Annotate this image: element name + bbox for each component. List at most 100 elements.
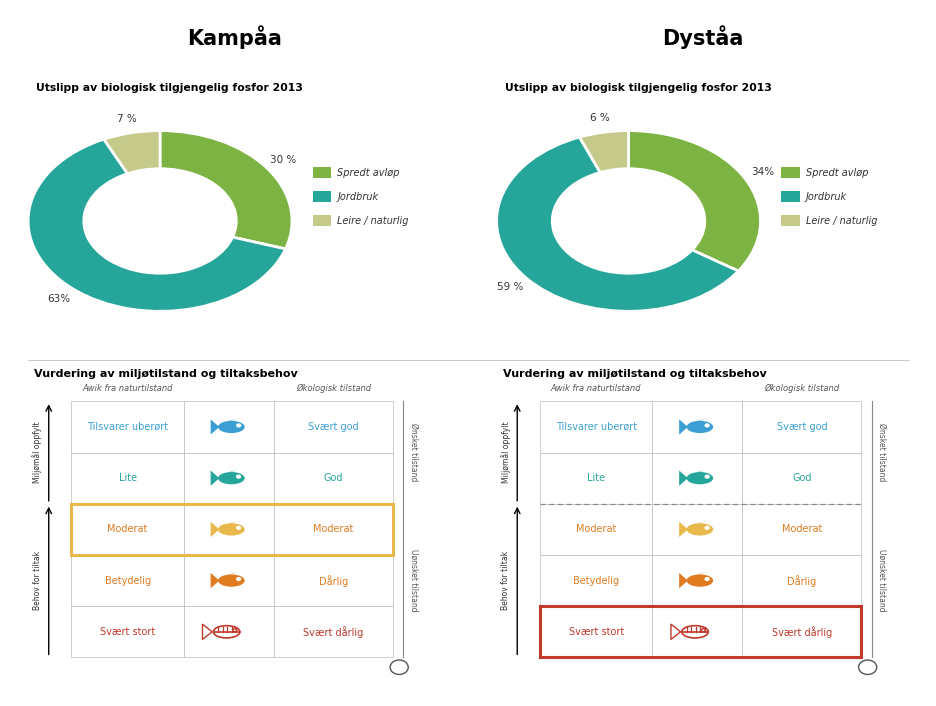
Wedge shape (496, 137, 738, 311)
Circle shape (236, 424, 241, 428)
Bar (741, 606, 860, 657)
Text: Leire / naturlig: Leire / naturlig (337, 216, 408, 226)
Text: Svært god: Svært god (308, 422, 358, 432)
Circle shape (236, 577, 241, 581)
Bar (741, 401, 860, 453)
Text: Dårlig: Dårlig (786, 575, 816, 587)
Circle shape (704, 474, 709, 479)
Wedge shape (160, 131, 292, 249)
Bar (71, 555, 183, 606)
Text: 63%: 63% (48, 294, 70, 304)
Text: Dårlig: Dårlig (318, 575, 348, 587)
Bar (71, 504, 392, 555)
Text: God: God (792, 473, 811, 483)
Text: Awik fra naturtilstand: Awik fra naturtilstand (82, 384, 173, 393)
Text: Tilsvarer uberørt: Tilsvarer uberørt (87, 422, 168, 432)
Text: 59 %: 59 % (496, 282, 523, 292)
Text: Spredt avløp: Spredt avløp (805, 168, 868, 178)
Text: Kampåa: Kampåa (186, 25, 282, 49)
Bar (781, 191, 798, 202)
Bar (539, 504, 651, 555)
Circle shape (857, 660, 876, 674)
Text: Awik fra naturtilstand: Awik fra naturtilstand (550, 384, 641, 393)
Text: God: God (324, 473, 343, 483)
Bar (71, 453, 183, 504)
Bar (183, 606, 273, 657)
Circle shape (236, 474, 241, 479)
Wedge shape (104, 131, 160, 174)
Text: Lite: Lite (587, 473, 605, 483)
Text: Jordbruk: Jordbruk (337, 192, 378, 202)
Bar (273, 606, 392, 657)
Bar (651, 453, 741, 504)
Text: Ønsket tilstand: Ønsket tilstand (877, 424, 885, 481)
Bar (651, 504, 741, 555)
Polygon shape (228, 521, 238, 523)
Bar (273, 453, 392, 504)
Wedge shape (578, 131, 628, 172)
Text: Svært stort: Svært stort (568, 627, 623, 637)
Bar (183, 401, 273, 453)
Text: Dyståa: Dyståa (662, 25, 742, 49)
Bar (651, 555, 741, 606)
Bar (183, 453, 273, 504)
Bar (539, 453, 651, 504)
Text: Jordbruk: Jordbruk (805, 192, 846, 202)
Ellipse shape (686, 472, 712, 484)
Text: Behov for tiltak: Behov for tiltak (501, 551, 509, 610)
Text: 7 %: 7 % (117, 114, 137, 124)
Bar (651, 401, 741, 453)
Bar (781, 167, 798, 178)
Ellipse shape (218, 421, 244, 433)
Text: Uønsket tilstand: Uønsket tilstand (409, 549, 417, 612)
Polygon shape (679, 573, 687, 588)
Bar (741, 453, 860, 504)
Bar (183, 504, 273, 555)
Text: Spredt avløp: Spredt avløp (337, 168, 400, 178)
Bar (313, 167, 330, 178)
Wedge shape (28, 139, 285, 311)
Polygon shape (696, 419, 706, 421)
Ellipse shape (686, 523, 712, 536)
Bar (71, 606, 183, 657)
Bar (539, 555, 651, 606)
Wedge shape (628, 131, 760, 271)
Ellipse shape (218, 575, 244, 587)
Text: Svært stort: Svært stort (100, 627, 155, 637)
Polygon shape (696, 521, 706, 523)
Circle shape (704, 577, 709, 581)
Text: 6 %: 6 % (589, 114, 609, 124)
Bar (741, 504, 860, 555)
Circle shape (236, 526, 241, 530)
Bar (781, 215, 798, 226)
Polygon shape (228, 469, 238, 472)
Text: Uønsket tilstand: Uønsket tilstand (877, 549, 885, 612)
Polygon shape (679, 419, 687, 435)
Bar (539, 606, 860, 657)
Text: Vurdering av miljøtilstand og tiltaksbehov: Vurdering av miljøtilstand og tiltaksbeh… (503, 369, 766, 380)
Circle shape (389, 660, 408, 674)
Bar (71, 401, 183, 453)
Bar (71, 504, 183, 555)
Text: Svært dårlig: Svært dårlig (771, 626, 831, 638)
Polygon shape (228, 572, 238, 575)
Text: Svært dårlig: Svært dårlig (303, 626, 363, 638)
Text: Tilsvarer uberørt: Tilsvarer uberørt (555, 422, 636, 432)
Ellipse shape (218, 472, 244, 484)
Polygon shape (696, 572, 706, 575)
Text: Vurdering av miljøtilstand og tiltaksbehov: Vurdering av miljøtilstand og tiltaksbeh… (35, 369, 298, 380)
Bar (741, 555, 860, 606)
Polygon shape (696, 469, 706, 472)
Text: Moderat: Moderat (313, 525, 353, 534)
Bar (273, 504, 392, 555)
Polygon shape (211, 470, 219, 486)
Text: Moderat: Moderat (781, 525, 821, 534)
Text: Utslipp av biologisk tilgjengelig fosfor 2013: Utslipp av biologisk tilgjengelig fosfor… (505, 83, 771, 92)
Text: Svært god: Svært god (776, 422, 826, 432)
Circle shape (704, 424, 709, 428)
Polygon shape (679, 470, 687, 486)
Text: Utslipp av biologisk tilgjengelig fosfor 2013: Utslipp av biologisk tilgjengelig fosfor… (37, 83, 303, 92)
Text: Moderat: Moderat (108, 525, 148, 534)
Text: 30 %: 30 % (271, 155, 297, 164)
Bar (273, 555, 392, 606)
